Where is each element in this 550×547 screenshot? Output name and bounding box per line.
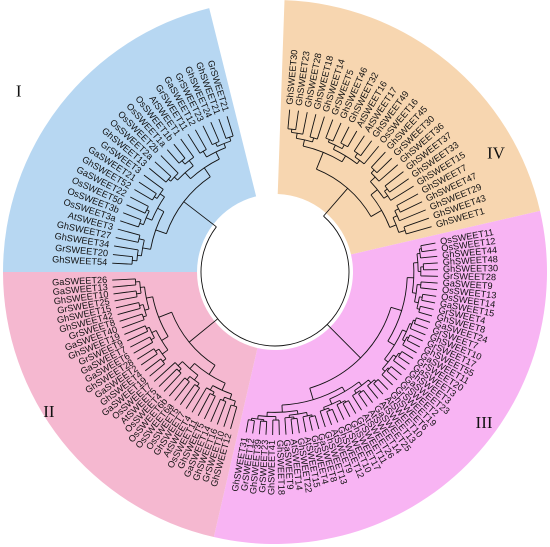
tree-branch: [421, 293, 437, 304]
tree-branch: [392, 215, 406, 233]
tree-branch: [250, 417, 265, 422]
tree-branch: [353, 135, 373, 157]
tree-branch: [158, 311, 216, 375]
tree-branch: [384, 171, 409, 193]
clade-numeral: III: [476, 413, 493, 432]
tree-branch: [135, 281, 142, 295]
leaf-label: GhSWEET18: [275, 440, 286, 495]
tree-branch: [309, 306, 402, 400]
tree-branch: [245, 419, 255, 434]
tree-branch: [272, 419, 280, 435]
tree-branch: [418, 305, 434, 317]
center-hole: [203, 200, 347, 344]
tree-branch: [112, 254, 134, 265]
tree-branch: [184, 151, 220, 180]
leaf-label: GhSWEET48: [442, 254, 498, 267]
clade-stem: [323, 187, 349, 217]
tree-branch: [143, 174, 164, 199]
leaf-label: GhSWEET30: [285, 49, 300, 105]
leaf-label: GrSWEET28: [443, 271, 496, 282]
tree-branch: [394, 208, 426, 222]
tree-branch: [166, 143, 186, 164]
tree-branch: [295, 133, 315, 143]
tree-branch: [387, 277, 414, 346]
tree-branch: [113, 290, 138, 302]
clade-sectors: [3, 0, 548, 545]
tree-branch: [422, 262, 438, 271]
tree-branch: [332, 144, 361, 165]
tree-branch: [420, 266, 438, 277]
clade-numeral: I: [16, 81, 22, 100]
tree-branch: [177, 361, 199, 381]
clade-numeral: IV: [487, 143, 506, 162]
leaf-label: GhSWEET54: [52, 254, 108, 267]
leaf-label: GrSWEET23: [257, 439, 270, 493]
leaf-label: GaSWEET9: [282, 439, 295, 490]
tree-branch: [290, 417, 300, 435]
tree-branch: [258, 420, 268, 435]
tree-branch: [413, 317, 431, 330]
tree-branch: [209, 385, 233, 400]
tree-branch: [124, 325, 149, 342]
tree-branch: [158, 368, 182, 392]
tree-branch: [411, 262, 418, 294]
clade-stem: [183, 201, 217, 228]
tree-branch: [120, 212, 142, 228]
tree-branch: [398, 351, 414, 365]
clade-sector: [213, 210, 548, 545]
tree-branch: [215, 137, 232, 147]
clade-sector: [277, 0, 541, 255]
tree-branch: [115, 302, 141, 315]
tree-branch: [340, 126, 358, 148]
clade-stem: [326, 324, 361, 359]
tree-branch: [189, 363, 226, 391]
tree-branch: [179, 384, 200, 409]
tree-branch: [329, 381, 362, 405]
tree-branch: [202, 121, 220, 146]
tree-branch: [153, 362, 182, 382]
tree-branch: [210, 398, 227, 425]
leaf-label: GaSWEET9: [442, 278, 493, 291]
tree-branch: [354, 379, 372, 394]
tree-branch: [370, 176, 388, 199]
clade-sector: [3, 8, 257, 273]
leaf-label: GhSWEET30: [443, 263, 498, 274]
tree-branch: [370, 164, 399, 182]
root-arc: [200, 215, 350, 347]
leaf-label: GhSWEET41: [266, 440, 277, 495]
tree-branch: [137, 238, 145, 257]
tree-branch: [420, 242, 437, 253]
clade-numeral: II: [43, 402, 55, 421]
tree-branch: [187, 129, 207, 154]
leaf-labels: GhSWEET54GrSWEET20GhSWEET34GhSWEET27AtSW…: [52, 49, 498, 495]
tree-branch: [223, 404, 238, 429]
tree-branch: [288, 411, 308, 418]
leaf-label: GaSWEET26: [52, 275, 108, 288]
clade-stem: [188, 318, 218, 343]
tree-branch: [134, 181, 157, 201]
tree-branch: [393, 352, 406, 370]
tree-branch: [342, 400, 357, 417]
tree-branch: [119, 313, 145, 329]
tree-branches: [112, 109, 438, 435]
